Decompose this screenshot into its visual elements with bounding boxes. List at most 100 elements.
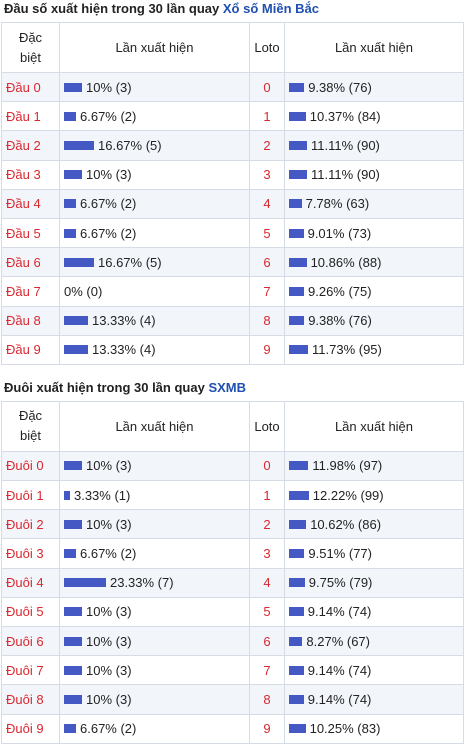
special-prize-cell: 16.67% (5) bbox=[59, 247, 250, 278]
loto-frequency-cell: 8.27% (67) bbox=[284, 625, 464, 657]
loto-digit: 1 bbox=[249, 480, 285, 511]
frequency-bar bbox=[289, 607, 304, 617]
special-prize-cell: 6.67% (2) bbox=[59, 713, 250, 744]
loto-digit: 1 bbox=[249, 101, 285, 132]
loto-frequency-cell: 9.01% (73) bbox=[284, 217, 464, 249]
loto-digit: 5 bbox=[249, 217, 285, 249]
loto-digit: 6 bbox=[249, 625, 285, 657]
special-prize-cell: 10% (3) bbox=[59, 596, 250, 628]
table-row: Đuôi 4 23.33% (7) 4 9.75% (79) bbox=[1, 567, 464, 598]
table-row: Đuôi 3 6.67% (2) 3 9.51% (77) bbox=[1, 538, 464, 569]
frequency-bar bbox=[64, 345, 88, 355]
frequency-bar bbox=[64, 140, 94, 150]
frequency-text: 9.51% (77) bbox=[308, 546, 372, 562]
frequency-bar bbox=[64, 578, 106, 588]
frequency-bar bbox=[64, 519, 82, 529]
special-prize-cell: 6.67% (2) bbox=[59, 538, 250, 569]
frequency-bar bbox=[289, 111, 306, 121]
loto-frequency-cell: 9.51% (77) bbox=[284, 538, 464, 569]
section-title-duoi: Đuôi xuất hiện trong 30 lần quay SXMB bbox=[0, 379, 464, 401]
header-lan-xuat-hien-loto: Lần xuất hiện bbox=[284, 22, 464, 73]
frequency-text: 8.27% (67) bbox=[306, 633, 370, 649]
row-label: Đuôi 6 bbox=[1, 625, 60, 657]
special-prize-cell: 10% (3) bbox=[59, 71, 250, 103]
table-row: Đầu 8 13.33% (4) 8 9.38% (76) bbox=[1, 305, 464, 336]
frequency-bar bbox=[289, 578, 305, 588]
loto-digit: 4 bbox=[249, 567, 285, 598]
table-row: Đầu 5 6.67% (2) 5 9.01% (73) bbox=[1, 217, 464, 249]
frequency-text: 0% (0) bbox=[64, 283, 103, 299]
special-prize-cell: 10% (3) bbox=[59, 625, 250, 657]
loto-digit: 6 bbox=[249, 247, 285, 278]
loto-frequency-cell: 7.78% (63) bbox=[284, 188, 464, 219]
frequency-text: 23.33% (7) bbox=[109, 575, 174, 591]
section-duoi: Đuôi xuất hiện trong 30 lần quay SXMB Đặ… bbox=[0, 379, 464, 744]
frequency-bar bbox=[289, 665, 304, 675]
frequency-text: 16.67% (5) bbox=[98, 137, 162, 153]
special-prize-cell: 16.67% (5) bbox=[59, 130, 250, 161]
row-label: Đầu 0 bbox=[1, 71, 60, 103]
table-row: Đuôi 5 10% (3) 5 9.14% (74) bbox=[1, 596, 464, 628]
loto-digit: 5 bbox=[249, 596, 285, 628]
loto-digit: 4 bbox=[249, 188, 285, 219]
special-prize-cell: 10% (3) bbox=[59, 684, 250, 715]
frequency-bar bbox=[289, 636, 303, 646]
frequency-bar bbox=[289, 257, 307, 267]
special-prize-cell: 13.33% (4) bbox=[59, 334, 250, 365]
frequency-text: 9.75% (79) bbox=[308, 575, 373, 591]
table-row: Đầu 7 0% (0) 7 9.26% (75) bbox=[1, 276, 464, 307]
special-prize-cell: 10% (3) bbox=[59, 159, 250, 190]
loto-frequency-cell: 9.38% (76) bbox=[284, 305, 464, 336]
frequency-text: 13.33% (4) bbox=[91, 342, 156, 358]
special-prize-cell: 6.67% (2) bbox=[59, 101, 250, 132]
loto-frequency-cell: 9.26% (75) bbox=[284, 276, 464, 307]
table-row: Đuôi 7 10% (3) 7 9.14% (74) bbox=[1, 655, 464, 686]
row-label: Đuôi 5 bbox=[1, 596, 60, 628]
loto-frequency-cell: 11.11% (90) bbox=[284, 130, 464, 161]
row-label: Đầu 4 bbox=[1, 188, 60, 219]
special-prize-cell: 6.67% (2) bbox=[59, 188, 250, 219]
frequency-bar bbox=[289, 228, 304, 238]
frequency-text: 6.67% (2) bbox=[80, 721, 137, 737]
row-label: Đuôi 2 bbox=[1, 509, 60, 540]
frequency-bar bbox=[64, 607, 82, 617]
table-row: Đầu 9 13.33% (4) 9 11.73% (95) bbox=[1, 334, 464, 365]
table-row: Đầu 6 16.67% (5) 6 10.86% (88) bbox=[1, 247, 464, 278]
loto-frequency-cell: 9.14% (74) bbox=[284, 655, 464, 686]
frequency-text: 3.33% (1) bbox=[73, 487, 131, 503]
row-label: Đầu 5 bbox=[1, 217, 60, 249]
frequency-bar bbox=[64, 549, 76, 559]
frequency-text: 10% (3) bbox=[86, 79, 132, 95]
header-dac-biet: Đặc biệt bbox=[1, 22, 60, 73]
row-label: Đầu 8 bbox=[1, 305, 60, 336]
frequency-bar bbox=[64, 636, 82, 646]
frequency-text: 10% (3) bbox=[86, 662, 132, 678]
table-row: Đầu 4 6.67% (2) 4 7.78% (63) bbox=[1, 188, 464, 219]
header-lan-xuat-hien-loto: Lần xuất hiện bbox=[284, 400, 464, 452]
loto-digit: 8 bbox=[249, 305, 285, 336]
sxmb-link[interactable]: SXMB bbox=[208, 379, 246, 395]
table-row: Đuôi 9 6.67% (2) 9 10.25% (83) bbox=[1, 713, 464, 744]
frequency-bar bbox=[64, 490, 70, 500]
loto-digit: 7 bbox=[249, 655, 285, 686]
frequency-text: 10.86% (88) bbox=[310, 254, 382, 270]
loto-digit: 0 bbox=[249, 71, 285, 103]
loto-digit: 0 bbox=[249, 450, 285, 482]
table-row: Đầu 2 16.67% (5) 2 11.11% (90) bbox=[1, 130, 464, 161]
frequency-bar bbox=[289, 549, 305, 559]
frequency-bar bbox=[289, 199, 302, 209]
xsmb-link[interactable]: Xổ số Miền Bắc bbox=[222, 1, 319, 16]
frequency-text: 10.37% (84) bbox=[309, 108, 381, 124]
table-row: Đuôi 6 10% (3) 6 8.27% (67) bbox=[1, 625, 464, 657]
special-prize-cell: 13.33% (4) bbox=[59, 305, 250, 336]
table-row: Đầu 0 10% (3) 0 9.38% (76) bbox=[1, 71, 464, 103]
table-row: Đuôi 1 3.33% (1) 1 12.22% (99) bbox=[1, 480, 464, 511]
frequency-bar bbox=[64, 694, 82, 704]
frequency-text: 10% (3) bbox=[86, 604, 132, 620]
frequency-text: 11.11% (90) bbox=[310, 167, 380, 183]
frequency-text: 9.38% (76) bbox=[308, 79, 372, 95]
table-row: Đuôi 0 10% (3) 0 11.98% (97) bbox=[1, 450, 464, 482]
loto-frequency-cell: 11.73% (95) bbox=[284, 334, 464, 365]
special-prize-cell: 23.33% (7) bbox=[59, 567, 250, 598]
frequency-bar bbox=[64, 461, 82, 471]
